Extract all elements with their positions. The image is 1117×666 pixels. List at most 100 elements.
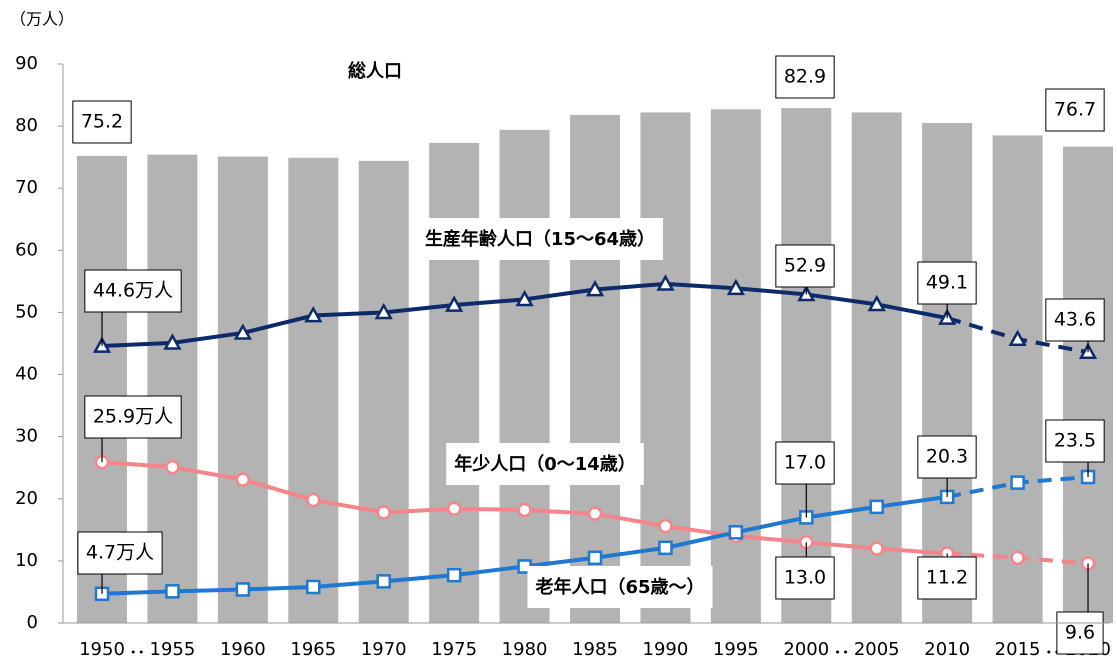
marker bbox=[867, 294, 886, 312]
y-tick-label: 50 bbox=[15, 301, 38, 322]
axis-break-dot bbox=[836, 650, 840, 654]
value-label-box bbox=[84, 395, 182, 439]
x-tick-label: 2000 bbox=[783, 639, 829, 660]
value-label: 25.9万人 bbox=[84, 395, 182, 463]
value-label: 44.6万人 bbox=[84, 269, 182, 346]
marker bbox=[235, 582, 251, 597]
value-label-box bbox=[775, 55, 835, 99]
axis-break-dot bbox=[1047, 650, 1051, 654]
y-tick-label: 0 bbox=[27, 612, 38, 633]
value-label: 17.0 bbox=[775, 441, 835, 518]
bar bbox=[922, 123, 973, 623]
marker bbox=[869, 499, 884, 515]
value-label-text: 4.7万人 bbox=[86, 542, 154, 564]
value-label-text: 76.7 bbox=[1054, 99, 1096, 121]
y-tick-label: 30 bbox=[15, 426, 38, 447]
marker bbox=[587, 506, 603, 521]
value-label-box bbox=[917, 556, 977, 600]
value-label-box bbox=[1056, 611, 1104, 655]
value-label-text: 52.9 bbox=[784, 255, 826, 277]
marker bbox=[1010, 475, 1025, 490]
value-label: 13.0 bbox=[775, 542, 835, 600]
value-label-box bbox=[917, 435, 977, 479]
x-tick-label: 1975 bbox=[431, 639, 477, 660]
value-label-text: 44.6万人 bbox=[93, 280, 173, 302]
value-label: 75.2 bbox=[72, 100, 132, 144]
value-label-text: 20.3 bbox=[926, 446, 968, 468]
marker bbox=[726, 278, 745, 296]
marker bbox=[517, 502, 532, 518]
x-tick-label: 1995 bbox=[713, 639, 759, 660]
bar bbox=[499, 129, 550, 624]
y-tick-label: 20 bbox=[15, 488, 38, 509]
marker bbox=[587, 550, 603, 566]
axis-break-dot bbox=[844, 650, 848, 654]
bar bbox=[570, 114, 621, 623]
marker bbox=[306, 579, 321, 595]
unit-label: （万人） bbox=[10, 10, 74, 29]
bar bbox=[851, 112, 902, 624]
value-label-text: 82.9 bbox=[784, 66, 826, 88]
bar bbox=[1063, 146, 1114, 623]
marker bbox=[658, 518, 673, 534]
x-tick-label: 1990 bbox=[643, 639, 689, 660]
y-tick-label: 40 bbox=[15, 364, 38, 385]
value-label-text: 75.2 bbox=[81, 111, 123, 133]
marker bbox=[1008, 329, 1027, 347]
x-tick-label: 2015 bbox=[995, 639, 1041, 660]
value-label: 43.6 bbox=[1045, 298, 1105, 353]
y-tick-label: 80 bbox=[15, 115, 38, 136]
marker bbox=[446, 501, 462, 516]
x-tick-label: 1960 bbox=[220, 639, 266, 660]
bar bbox=[217, 156, 268, 623]
value-label-box bbox=[1045, 298, 1105, 342]
value-label-box bbox=[84, 269, 182, 313]
value-label-box bbox=[775, 556, 835, 600]
series-name: 生産年齢人口（15～64歳） bbox=[425, 228, 655, 250]
marker bbox=[585, 279, 605, 297]
y-tick-label: 70 bbox=[15, 177, 38, 198]
value-label-text: 11.2 bbox=[926, 567, 968, 589]
x-tick-label: 1970 bbox=[361, 639, 407, 660]
series-name-bg bbox=[446, 443, 644, 485]
marker bbox=[446, 567, 462, 583]
y-tick-label: 10 bbox=[15, 550, 38, 571]
marker bbox=[728, 525, 744, 540]
value-label-box bbox=[917, 261, 977, 305]
marker bbox=[304, 305, 323, 323]
x-tick-label: 2010 bbox=[924, 639, 970, 660]
bar bbox=[358, 160, 409, 624]
value-label: 52.9 bbox=[775, 244, 835, 295]
series-name-bg bbox=[416, 218, 664, 260]
value-label-text: 23.5 bbox=[1054, 430, 1096, 452]
marker bbox=[165, 584, 180, 599]
marker bbox=[376, 505, 391, 520]
bar bbox=[992, 135, 1043, 623]
series-name: 年少人口（0～14歳） bbox=[454, 453, 636, 475]
series-name: 総人口 bbox=[348, 60, 402, 82]
marker bbox=[306, 492, 321, 508]
value-label-box bbox=[775, 244, 835, 288]
x-tick-label: 1980 bbox=[502, 639, 548, 660]
value-label-text: 25.9万人 bbox=[93, 406, 173, 428]
value-label-text: 43.6 bbox=[1054, 309, 1096, 331]
x-tick-label: 1950 bbox=[79, 639, 125, 660]
value-label: 49.1 bbox=[917, 261, 977, 319]
value-label: 23.5 bbox=[1045, 419, 1105, 478]
marker bbox=[515, 289, 534, 307]
marker bbox=[658, 540, 673, 556]
value-label: 76.7 bbox=[1045, 88, 1105, 132]
series-name: 老年人口（65歳～） bbox=[535, 576, 704, 598]
value-label-text: 13.0 bbox=[784, 567, 826, 589]
value-label-box bbox=[1045, 419, 1105, 463]
value-label-box bbox=[72, 100, 132, 144]
value-label: 82.9 bbox=[775, 55, 835, 99]
marker bbox=[235, 472, 251, 487]
value-label-text: 49.1 bbox=[926, 272, 968, 294]
marker bbox=[163, 333, 182, 350]
value-label: 11.2 bbox=[917, 553, 977, 600]
marker bbox=[445, 295, 464, 312]
value-label-box bbox=[1045, 88, 1105, 132]
marker bbox=[376, 574, 391, 589]
